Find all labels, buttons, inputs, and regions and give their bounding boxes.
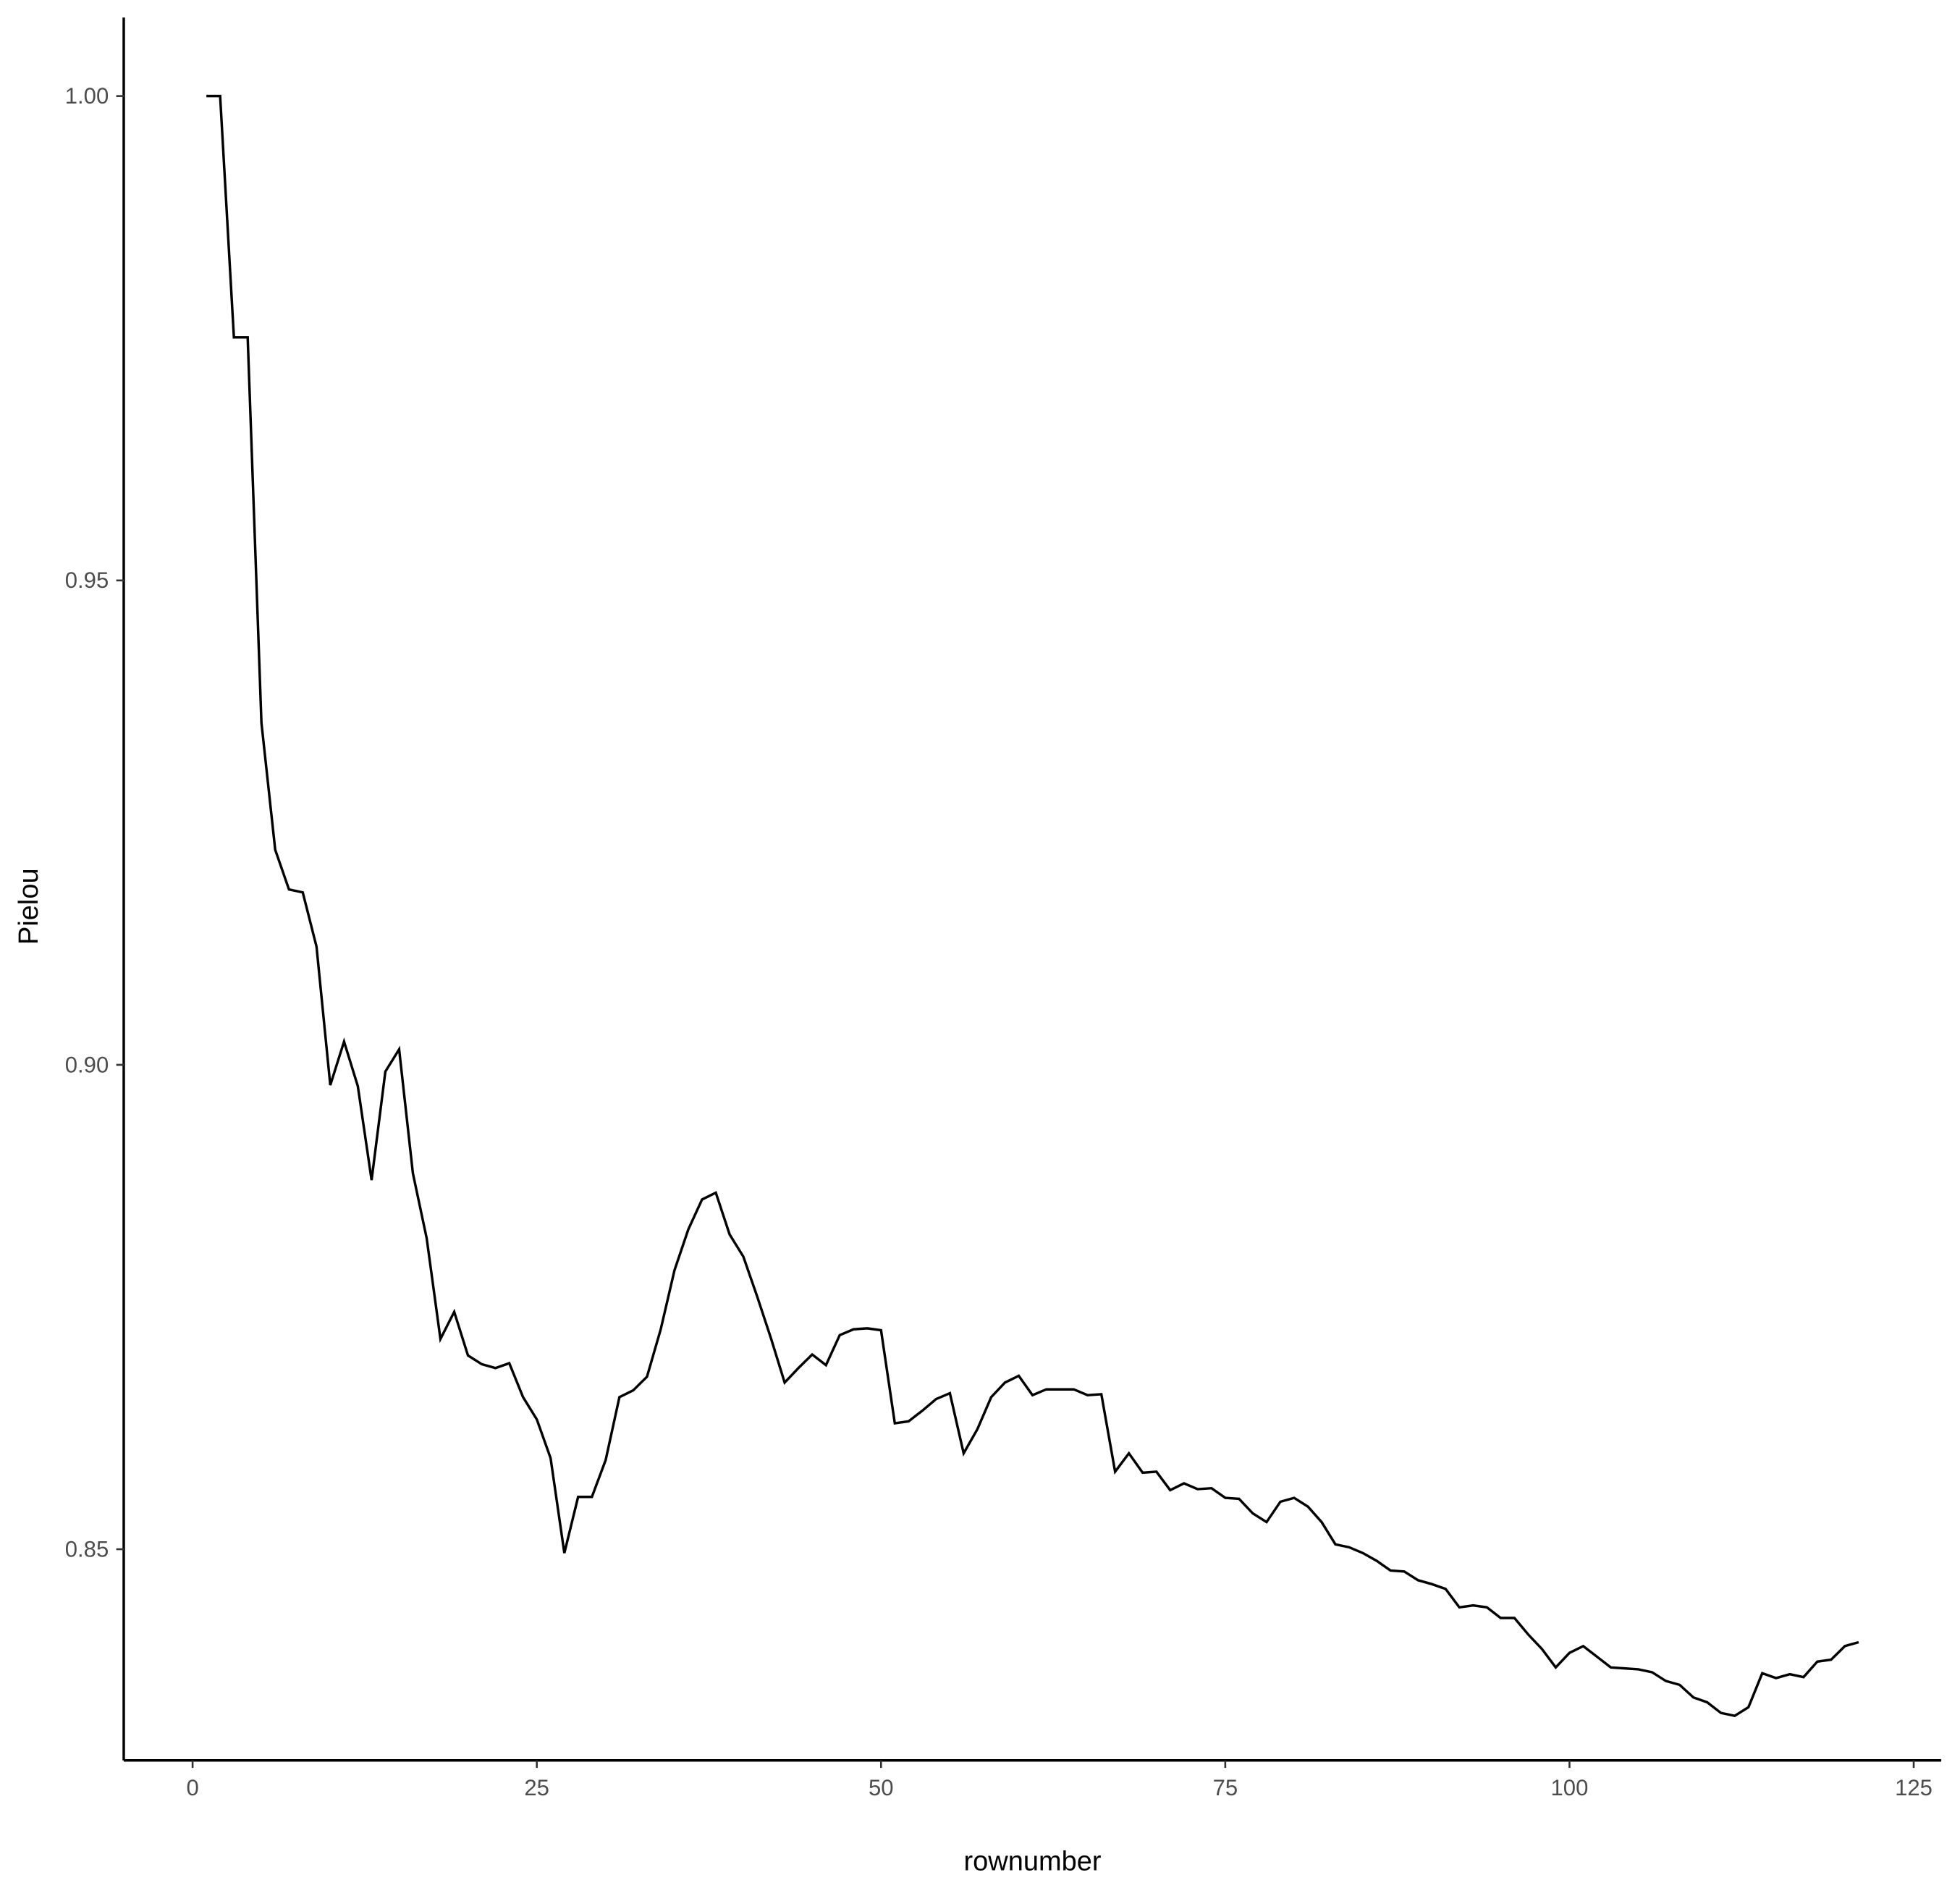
- x-tick-label: 100: [1551, 1775, 1589, 1800]
- x-tick-label: 0: [186, 1775, 198, 1800]
- y-tick-label: 0.90: [65, 1052, 109, 1077]
- y-tick-label: 0.85: [65, 1536, 109, 1562]
- x-axis-title: rownumber: [964, 1847, 1102, 1877]
- x-tick-label: 125: [1895, 1775, 1932, 1800]
- y-tick-label: 0.95: [65, 568, 109, 593]
- x-tick-label: 75: [1213, 1775, 1238, 1800]
- y-axis-title: Pielou: [14, 868, 44, 945]
- y-tick-label: 1.00: [65, 83, 109, 109]
- x-tick-label: 50: [869, 1775, 894, 1800]
- x-tick-label: 25: [524, 1775, 549, 1800]
- line: [206, 94, 1859, 1718]
